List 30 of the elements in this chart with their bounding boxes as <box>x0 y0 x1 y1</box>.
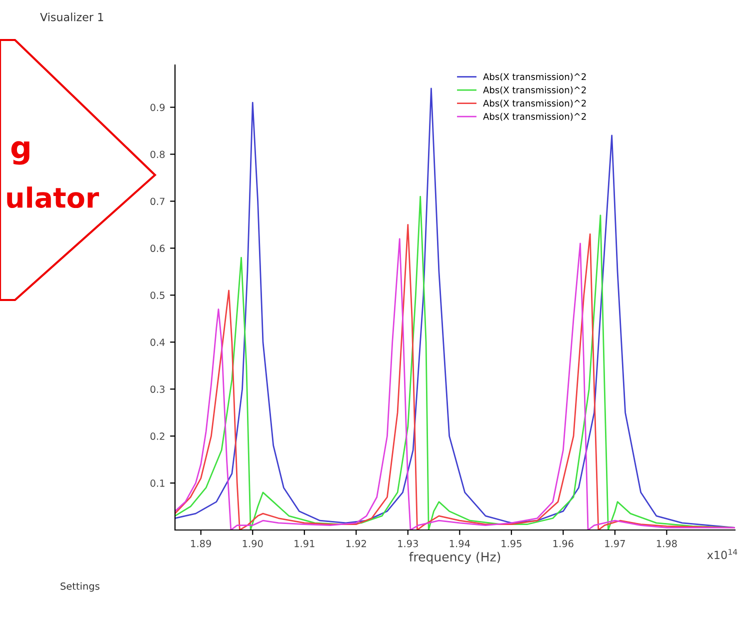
y-tick-label: 0.6 <box>150 244 165 252</box>
text: g <box>11 141 30 165</box>
y-tick-label: 0.4 <box>150 338 165 346</box>
text: x10$^{14}$ <box>707 549 738 560</box>
x-tick-label: 1.96 <box>553 540 574 548</box>
line-series <box>175 88 735 528</box>
x-axis-title: frequency (Hz) <box>409 552 500 564</box>
legend-label: Abs(X transmission)^2 <box>483 86 586 94</box>
x-tick-label: 1.98 <box>656 540 677 548</box>
text: ulator <box>7 186 100 208</box>
y-tick-label: 0.9 <box>150 104 165 112</box>
y-tick-label: 0.8 <box>150 150 165 158</box>
text: Settings <box>60 582 100 592</box>
x-tick-label: 1.91 <box>294 540 314 548</box>
x-tick-label: 1.97 <box>605 540 625 548</box>
x-tick-label: 1.94 <box>450 540 470 548</box>
x-tick-label: 1.92 <box>346 540 366 548</box>
legend-label: Abs(X transmission)^2 <box>483 112 586 121</box>
x-tick-label: 1.93 <box>398 540 418 548</box>
y-tick-label: 0.5 <box>150 292 164 299</box>
x-tick-label: 1.95 <box>502 540 522 548</box>
y-tick-label: 0.1 <box>150 480 164 487</box>
y-tick-label: 0.3 <box>150 386 164 393</box>
legend-label: Abs(X transmission)^2 <box>483 73 586 82</box>
x-tick-label: 1.90 <box>242 540 263 548</box>
y-tick-label: 0.2 <box>150 432 164 440</box>
legend-label: Abs(X transmission)^2 <box>483 100 586 108</box>
text: Visualizer 1 <box>40 12 104 22</box>
x-tick-label: 1.89 <box>191 540 212 548</box>
y-tick-label: 0.7 <box>150 198 164 206</box>
